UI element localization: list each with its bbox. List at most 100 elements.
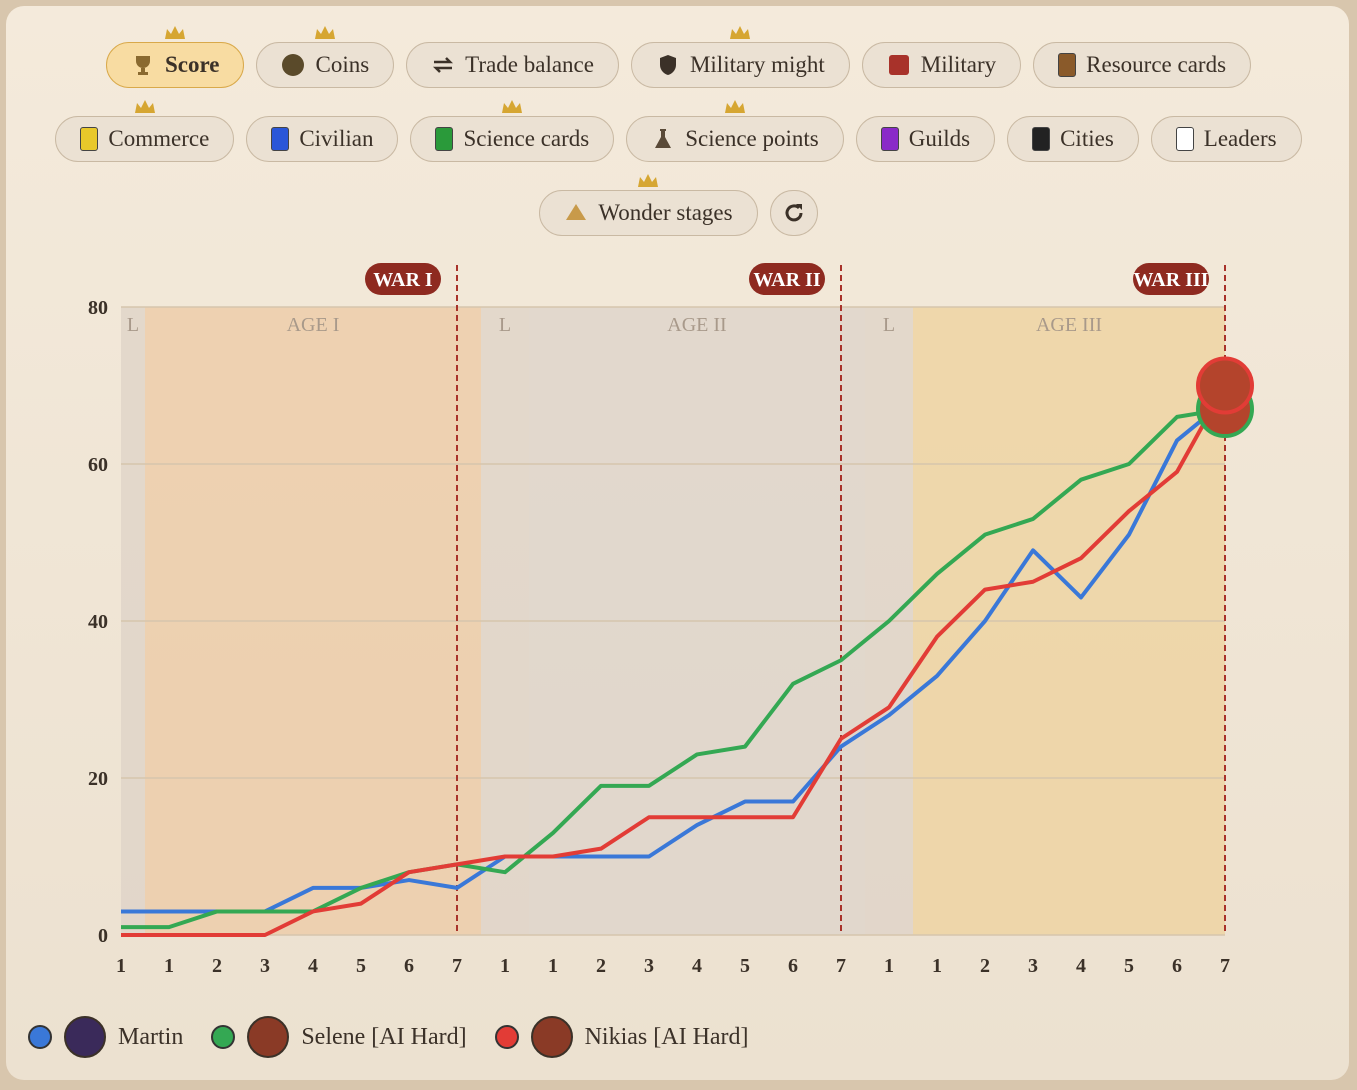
age-label: AGE III	[1036, 314, 1102, 336]
tab-button[interactable]: Wonder stages	[539, 190, 758, 236]
age-label: AGE I	[287, 314, 340, 336]
label: Resource cards	[1086, 52, 1227, 77]
icon	[785, 204, 803, 222]
leader-label: L	[499, 314, 511, 336]
x-tick-label: 3	[260, 955, 270, 977]
x-tick-label: 7	[1220, 955, 1230, 977]
button-row: Commerce Civilian Science cards Science …	[0, 116, 1357, 162]
y-tick-label: 40	[88, 611, 108, 633]
tab-button[interactable]: Guilds	[855, 116, 996, 162]
label: Military might	[689, 52, 825, 77]
leader-label: L	[127, 314, 139, 336]
war-label: WAR III	[1133, 269, 1208, 291]
war-label: WAR II	[753, 269, 820, 291]
legend-swatch	[28, 1025, 52, 1049]
icon	[655, 129, 672, 148]
x-tick-label: 7	[452, 955, 462, 977]
series-line	[121, 384, 1227, 937]
label: Science points	[685, 126, 819, 151]
war-label: WAR I	[373, 269, 433, 291]
x-tick-label: 6	[788, 955, 798, 977]
tab-button[interactable]: Cities	[1007, 116, 1139, 162]
icon	[282, 54, 305, 76]
tab-button[interactable]: Trade balance	[406, 42, 619, 88]
x-tick-label: 4	[692, 955, 702, 977]
x-tick-label: 1	[500, 955, 510, 977]
label: Cities	[1060, 126, 1114, 151]
y-tick-label: 0	[98, 925, 108, 947]
crown	[133, 99, 157, 115]
x-tick-label: 6	[1172, 955, 1182, 977]
label: Commerce	[108, 126, 210, 151]
x-tick-label: 1	[884, 955, 894, 977]
tab-button[interactable]: Coins	[256, 42, 395, 88]
swatch	[1058, 53, 1077, 77]
tab-button[interactable]: Civilian	[246, 116, 399, 162]
tab-button[interactable]: Leaders	[1150, 116, 1302, 162]
tab-button[interactable]: Commerce	[55, 116, 235, 162]
x-tick-label: 3	[644, 955, 654, 977]
button-row: Score Coins Trade balance Military might…	[0, 42, 1357, 88]
swatch	[1175, 127, 1194, 151]
x-tick-label: 5	[740, 955, 750, 977]
label: Civilian	[299, 126, 374, 151]
series-line	[121, 399, 1227, 914]
legend-swatch	[494, 1025, 519, 1049]
crown	[163, 25, 187, 41]
label: Leaders	[1203, 126, 1277, 151]
swatch	[80, 127, 99, 151]
swatch	[880, 127, 899, 151]
crown	[313, 25, 337, 41]
end-avatar	[1196, 356, 1254, 415]
x-tick-label: 2	[212, 955, 222, 977]
x-tick-label: 1	[932, 955, 942, 977]
x-tick-label: 7	[836, 955, 846, 977]
swatch	[435, 127, 454, 151]
legend-avatar	[530, 1016, 573, 1058]
x-tick-label: 4	[308, 955, 318, 977]
war-badge	[365, 263, 441, 295]
icon	[135, 56, 150, 75]
x-tick-label: 1	[164, 955, 174, 977]
label: Military	[920, 52, 997, 77]
war-badge	[749, 263, 825, 295]
crown	[500, 99, 524, 115]
legend-swatch	[211, 1025, 236, 1049]
tab-button[interactable]: Military might	[630, 42, 850, 88]
legend-avatar	[64, 1016, 106, 1058]
crown	[728, 25, 752, 41]
button-row: Wonder stages	[0, 190, 1357, 236]
legend-label: Martin	[118, 1023, 184, 1050]
leader-label: L	[883, 314, 895, 336]
x-tick-label: 2	[980, 955, 990, 977]
icon	[433, 57, 454, 73]
y-tick-label: 80	[88, 297, 108, 319]
legend-avatar	[247, 1016, 290, 1058]
tab-button[interactable]: Resource cards	[1033, 42, 1252, 88]
tab-button[interactable]: Military	[861, 42, 1022, 88]
label: Trade balance	[465, 52, 594, 77]
x-tick-label: 4	[1076, 955, 1086, 977]
label: Coins	[315, 52, 370, 77]
crown	[636, 173, 660, 189]
crown	[723, 99, 747, 115]
y-tick-label: 60	[88, 454, 108, 476]
x-tick-label: 2	[596, 955, 606, 977]
legend: Martin Selene [AI Hard] Nikias [AI Hard]	[28, 1016, 749, 1058]
label: Science cards	[463, 126, 590, 151]
x-tick-label: 3	[1028, 955, 1038, 977]
legend-label: Nikias [AI Hard]	[584, 1023, 749, 1050]
chart: L AGE I L AGE II L AGE III 0 20 40 60 80 1 1 2 3 4 5 6 7 1 1…	[88, 263, 1254, 977]
x-tick-label: 1	[116, 955, 126, 977]
label: Guilds	[908, 126, 971, 151]
x-tick-label: 1	[548, 955, 558, 977]
legend-label: Selene [AI Hard]	[301, 1023, 467, 1050]
reset-button[interactable]	[769, 190, 818, 236]
war-badge	[1133, 263, 1209, 295]
age-label: AGE II	[667, 314, 726, 336]
tab-button[interactable]: Science points	[626, 116, 844, 162]
tab-button[interactable]: Science cards	[410, 116, 615, 162]
x-tick-label: 5	[356, 955, 366, 977]
tab-button[interactable]: Score	[105, 42, 245, 88]
